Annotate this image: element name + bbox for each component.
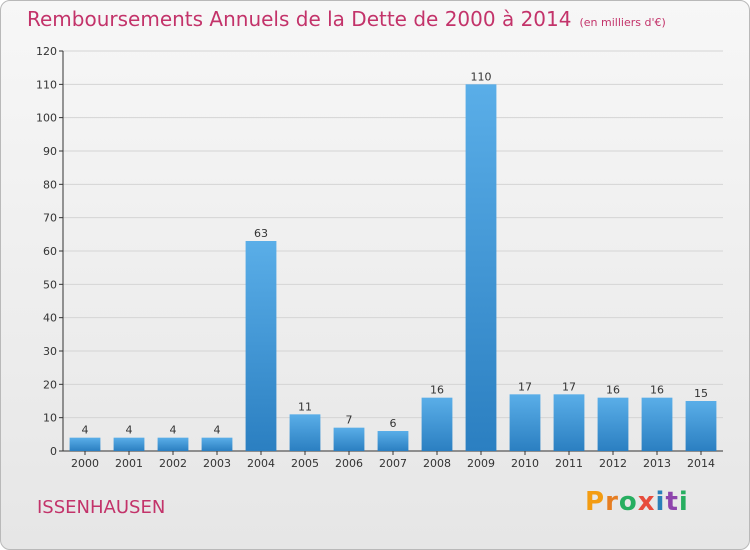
bar-2009 <box>465 84 497 451</box>
y-tick-label: 100 <box>36 112 57 125</box>
value-label-2005: 11 <box>298 400 312 413</box>
value-label-2002: 4 <box>170 424 177 437</box>
value-label-2004: 63 <box>254 227 268 240</box>
x-tick-label-2002: 2002 <box>159 457 187 470</box>
logo-letter: o <box>618 487 638 517</box>
value-label-2001: 4 <box>126 424 133 437</box>
bar-2008 <box>421 397 453 451</box>
value-label-2012: 16 <box>606 384 620 397</box>
chart-title-text: Remboursements Annuels de la Dette de 20… <box>27 7 572 31</box>
bar-2004 <box>245 241 277 451</box>
x-tick-label-2006: 2006 <box>335 457 363 470</box>
logo-letter: P <box>585 487 606 517</box>
y-tick-label: 120 <box>36 45 57 58</box>
bar-2000 <box>69 437 101 451</box>
value-label-2014: 15 <box>694 387 708 400</box>
value-label-2007: 6 <box>390 417 397 430</box>
bar-2006 <box>333 427 365 451</box>
bar-2013 <box>641 397 673 451</box>
bar-2003 <box>201 437 233 451</box>
value-label-2003: 4 <box>214 424 221 437</box>
y-tick-labels: 0 10 20 30 40 50 60 70 80 90 100 110 120 <box>36 45 57 458</box>
x-tick-label-2007: 2007 <box>379 457 407 470</box>
value-label-2009: 110 <box>471 70 492 83</box>
x-tick-label-2003: 2003 <box>203 457 231 470</box>
value-label-2011: 17 <box>562 380 576 393</box>
y-tick-label: 10 <box>43 412 57 425</box>
bars <box>69 84 717 451</box>
bar-2005 <box>289 414 321 451</box>
chart-subtitle: (en milliers d'€) <box>579 16 666 29</box>
x-tick-label-2000: 2000 <box>71 457 99 470</box>
value-label-2010: 17 <box>518 380 532 393</box>
proxiti-logo[interactable]: Proxiti <box>585 487 689 517</box>
y-tick-label: 50 <box>43 278 57 291</box>
y-tick-label: 30 <box>43 345 57 358</box>
x-tick-label-2013: 2013 <box>643 457 671 470</box>
y-tick-label: 110 <box>36 78 57 91</box>
x-tick-label-2001: 2001 <box>115 457 143 470</box>
bar-2011 <box>553 394 585 451</box>
value-label-2008: 16 <box>430 384 444 397</box>
bar-2012 <box>597 397 629 451</box>
value-labels: 4 4 4 4 63 11 7 6 16 110 17 17 16 16 15 <box>82 70 709 436</box>
commune-name: ISSENHAUSEN <box>37 497 166 518</box>
y-tick-label: 90 <box>43 145 57 158</box>
value-label-2013: 16 <box>650 384 664 397</box>
bar-2007 <box>377 431 409 451</box>
x-tick-label-2010: 2010 <box>511 457 539 470</box>
bar-2014 <box>685 401 717 451</box>
x-tick-label-2014: 2014 <box>687 457 715 470</box>
value-label-2000: 4 <box>82 424 89 437</box>
logo-letter: r <box>605 487 619 517</box>
x-tick-label-2004: 2004 <box>247 457 275 470</box>
bar-2001 <box>113 437 145 451</box>
x-tick-label-2011: 2011 <box>555 457 583 470</box>
bar-2002 <box>157 437 189 451</box>
bar-2010 <box>509 394 541 451</box>
logo-letter: i <box>678 487 689 517</box>
y-tick-label: 0 <box>50 445 57 458</box>
y-tick-label: 70 <box>43 212 57 225</box>
value-label-2006: 7 <box>346 414 353 427</box>
x-tick-label-2009: 2009 <box>467 457 495 470</box>
logo-letter: i <box>655 487 666 517</box>
logo-letter: t <box>665 487 679 517</box>
x-tick-label-2012: 2012 <box>599 457 627 470</box>
x-tick-labels: 2000 2001 2002 2003 2004 2005 2006 2007 2008 2009… <box>71 457 715 470</box>
y-tick-label: 20 <box>43 378 57 391</box>
y-tick-label: 60 <box>43 245 57 258</box>
axes <box>59 50 723 455</box>
logo-letter: x <box>637 487 656 517</box>
y-tick-label: 40 <box>43 312 57 325</box>
x-tick-label-2008: 2008 <box>423 457 451 470</box>
y-tick-label: 80 <box>43 178 57 191</box>
chart-title: Remboursements Annuels de la Dette de 20… <box>27 7 666 31</box>
x-tick-label-2005: 2005 <box>291 457 319 470</box>
grid-lines <box>63 50 723 452</box>
